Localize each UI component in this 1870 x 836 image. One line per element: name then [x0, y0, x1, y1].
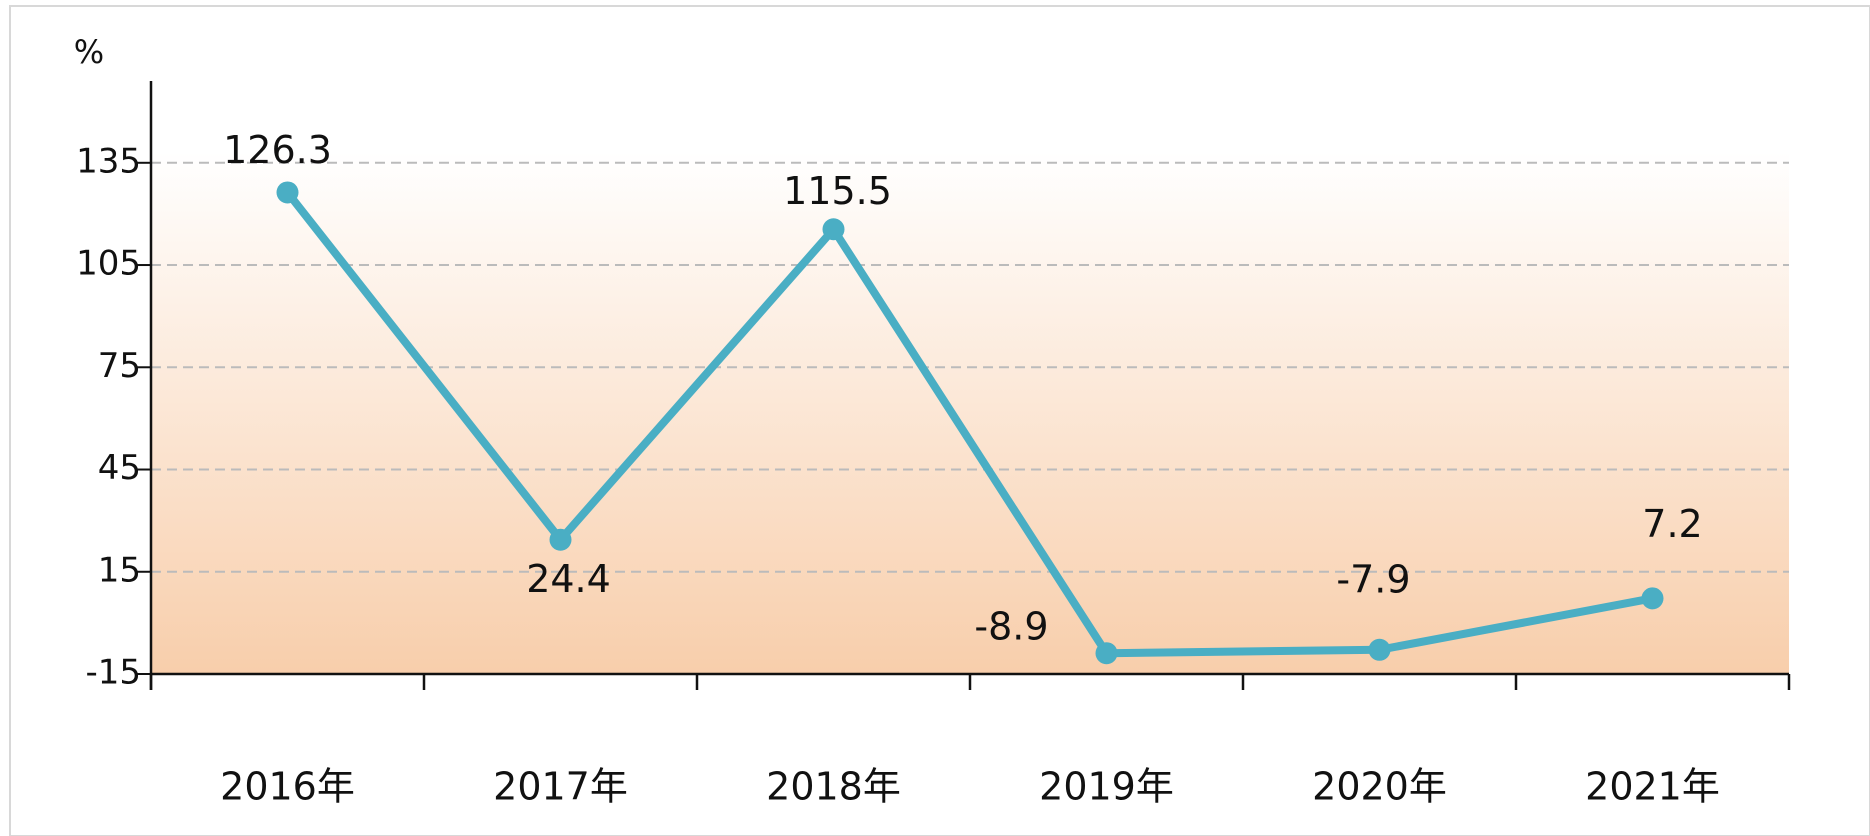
data-label: 126.3 [223, 128, 332, 172]
x-tick-label: 2020年 [1312, 765, 1447, 809]
point [822, 218, 845, 241]
y-tick-label: 15 [98, 550, 141, 590]
y-unit: % [74, 33, 104, 71]
point [1368, 638, 1391, 661]
y-tick-label: 45 [98, 448, 141, 488]
y-tick-label: 75 [98, 346, 141, 386]
data-label: -8.9 [974, 605, 1048, 649]
point [1095, 642, 1118, 665]
x-tick-label: 2019年 [1039, 765, 1174, 809]
line [284, 189, 1654, 658]
data-label: 115.5 [783, 169, 892, 213]
frame [9, 5, 1870, 836]
y-tick-label: 105 [76, 244, 141, 284]
x-tick-label: 2021年 [1585, 765, 1720, 809]
x-tick-label: 2018年 [766, 765, 901, 809]
point [1641, 587, 1664, 610]
point [549, 528, 572, 551]
x-tick-label: 2017年 [493, 765, 628, 809]
plot-background [151, 81, 1789, 674]
y-tick-label: 135 [76, 141, 141, 181]
y-tick-label: -15 [85, 653, 141, 693]
data-label: 7.2 [1642, 502, 1702, 546]
point [276, 181, 299, 204]
data-label: -7.9 [1336, 557, 1410, 601]
data-label: 24.4 [526, 557, 611, 601]
x-tick-label: 2016年 [220, 765, 355, 809]
